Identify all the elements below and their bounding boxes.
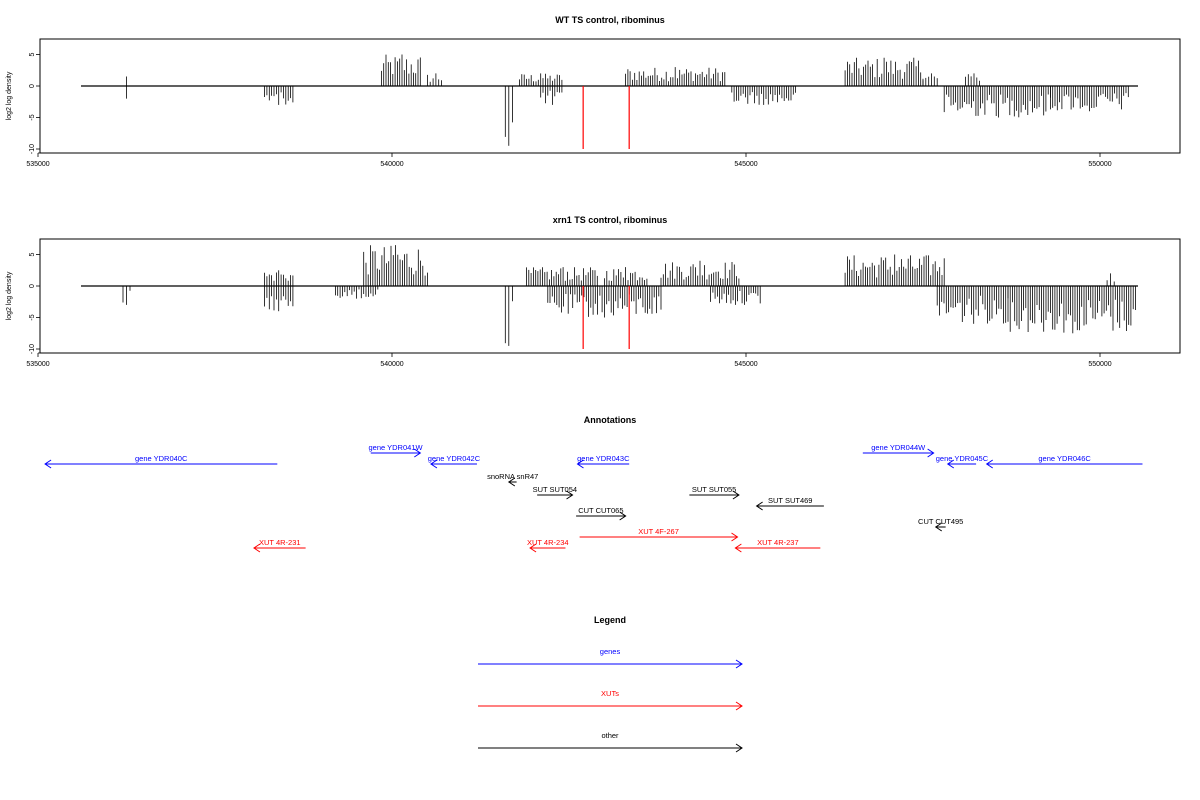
arrow-head [507,477,516,487]
legend-items: genes XUTs other [478,647,743,753]
x-tick-label: 545000 [734,161,757,168]
x-tick-label: 540000 [380,161,403,168]
feature-label: CUT CUT065 [578,506,623,515]
panel-title-wt: WT TS control, ribominus [555,15,665,25]
annotation-feature: CUT CUT495 [918,517,963,532]
annotation-feature: SUT SUT469 [755,496,824,511]
arrow-head [731,532,739,542]
feature-label: SUT SUT055 [692,485,736,494]
feature-label: SUT SUT469 [768,496,812,505]
legend-label: XUTs [601,689,619,698]
y-tick-label: 0 [29,284,36,288]
annotations-title: Annotations [584,415,637,425]
legend-title: Legend [594,615,626,625]
arrow-head [732,490,740,500]
bar-series [81,245,1138,349]
annotation-feature: SUT SUT055 [689,485,740,500]
annotation-features: gene YDR040C gene YDR041W gene YDR042C gene… [44,443,1143,553]
annotation-feature: gene YDR043C [576,454,630,469]
legend-label: genes [600,647,621,656]
arrow-head [927,448,935,458]
feature-label: gene YDR044W [871,443,926,452]
y-tick-label: 5 [29,252,36,256]
annotation-feature: XUT 4R-231 [253,538,306,553]
bar-series [81,54,1138,149]
arrow-head [734,543,742,553]
arrow-head [44,459,52,469]
y-tick-label: -10 [29,144,36,154]
x-tick-label: 550000 [1088,161,1111,168]
feature-label: gene YDR040C [135,454,188,463]
feature-label: gene YDR043C [577,454,630,463]
arrow-head [576,459,584,469]
xrn1-density-panel: xrn1 TS control, ribominus log2 log dens… [6,215,1181,368]
arrow-head [946,459,955,469]
arrow-head [414,448,422,458]
annotation-feature: gene YDR041W [369,443,424,458]
annotation-feature: XUT 4R-237 [734,538,821,553]
arrow-head [566,490,574,500]
annotation-feature: SUT SUT054 [533,485,577,500]
x-tick-label: 550000 [1088,361,1111,368]
plot-frame [39,38,1181,154]
annotation-feature: CUT CUT065 [576,506,627,521]
feature-label: SUT SUT054 [533,485,577,494]
arrow-head [985,459,993,469]
arrow-head [735,701,743,711]
legend-item: XUTs [478,689,743,711]
legend-item: other [478,731,743,753]
arrow-head [619,511,627,521]
feature-label: gene YDR041W [369,443,424,452]
arrow-head [529,543,537,553]
x-tick-label: 545000 [734,361,757,368]
axes: 535000 540000 545000 550000 5 0 -5 -10 [26,252,1111,368]
annotation-feature: gene YDR042C [428,454,481,469]
annotation-feature: gene YDR040C [44,454,278,469]
y-tick-label: -5 [29,114,36,120]
arrow-head [735,743,743,753]
y-tick-label: 0 [29,84,36,88]
feature-label: gene YDR045C [936,454,989,463]
feature-label: gene YDR042C [428,454,481,463]
annotation-feature: gene YDR046C [985,454,1143,469]
annotation-feature: gene YDR044W [862,443,935,458]
feature-label: XUT 4R-237 [757,538,799,547]
annotation-feature: XUT 4F-267 [579,527,739,542]
feature-label: CUT CUT495 [918,517,963,526]
annotation-feature: gene YDR045C [936,454,989,469]
legend-item: genes [478,647,743,669]
y-axis-label: log2 log density [6,271,13,320]
y-tick-label: -10 [29,344,36,354]
feature-label: XUT 4F-267 [638,527,679,536]
feature-label: XUT 4R-231 [259,538,301,547]
panel-title-xrn1: xrn1 TS control, ribominus [553,215,668,225]
arrow-head [755,501,763,511]
arrow-head [430,459,438,469]
feature-label: gene YDR046C [1038,454,1091,463]
x-tick-label: 535000 [26,161,49,168]
y-tick-label: 5 [29,52,36,56]
y-tick-label: -5 [29,314,36,320]
wt-density-panel: WT TS control, ribominus log2 log densit… [6,15,1181,168]
x-tick-label: 535000 [26,361,49,368]
x-tick-label: 540000 [380,361,403,368]
y-axis-label: log2 log density [6,71,13,120]
legend-label: other [601,731,619,740]
feature-label: snoRNA snR47 [487,472,538,481]
feature-label: XUT 4R-234 [527,538,569,547]
arrow-head [934,522,943,532]
arrow-head [253,543,261,553]
annotation-feature: XUT 4R-234 [527,538,569,553]
plot-frame [39,238,1181,354]
annotation-feature: snoRNA snR47 [487,472,538,487]
axes: 535000 540000 545000 550000 5 0 -5 -10 [26,52,1111,168]
legend: Legend genes XUTs other [478,615,743,753]
arrow-head [735,659,743,669]
